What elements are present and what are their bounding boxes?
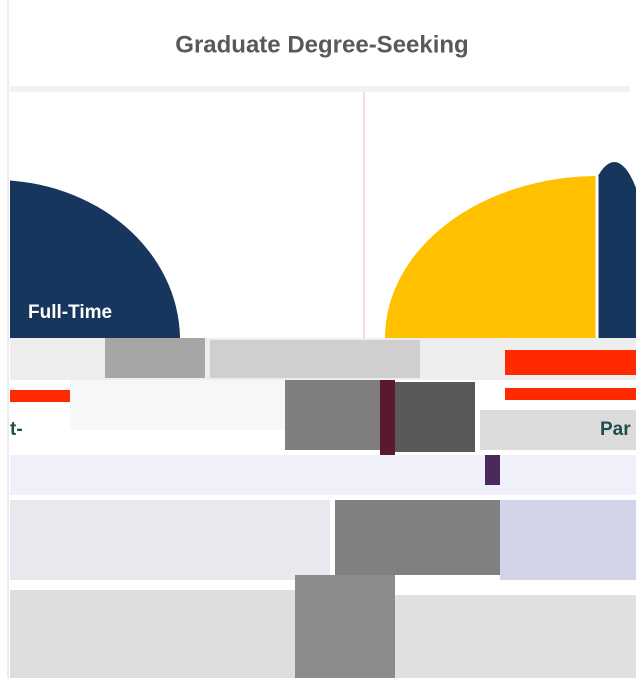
glitch-blocks bbox=[10, 338, 636, 678]
chart-title: Graduate Degree-Seeking bbox=[175, 31, 468, 58]
glitch-block bbox=[395, 595, 636, 678]
glitch-band bbox=[10, 86, 630, 92]
pies bbox=[10, 162, 636, 338]
pie-slice-full-time bbox=[10, 180, 180, 338]
slice-label-fragment: Par bbox=[600, 419, 631, 440]
slice-label: Full-Time bbox=[28, 302, 112, 323]
glitch-block bbox=[295, 575, 395, 678]
glitch-block bbox=[70, 380, 285, 430]
glitch-strip bbox=[505, 388, 636, 400]
glitch-block bbox=[395, 382, 475, 452]
glitch-block bbox=[10, 590, 295, 678]
glitch-block bbox=[380, 380, 395, 455]
pie-slice-full-time-right bbox=[598, 162, 636, 338]
pie-slice-part-time bbox=[385, 176, 598, 338]
slice-label-fragment: t- bbox=[10, 419, 23, 440]
glitch-block bbox=[480, 410, 636, 450]
glitch-block bbox=[485, 455, 500, 485]
glitch-block bbox=[105, 338, 205, 378]
glitch-block bbox=[210, 340, 420, 378]
glitch-block bbox=[285, 380, 380, 450]
glitch-strip bbox=[10, 390, 70, 402]
glitch-band bbox=[500, 500, 636, 580]
glitch-band bbox=[10, 500, 330, 580]
glitch-band bbox=[10, 455, 636, 495]
glitch-block bbox=[335, 500, 500, 575]
glitch-strip bbox=[505, 350, 636, 375]
